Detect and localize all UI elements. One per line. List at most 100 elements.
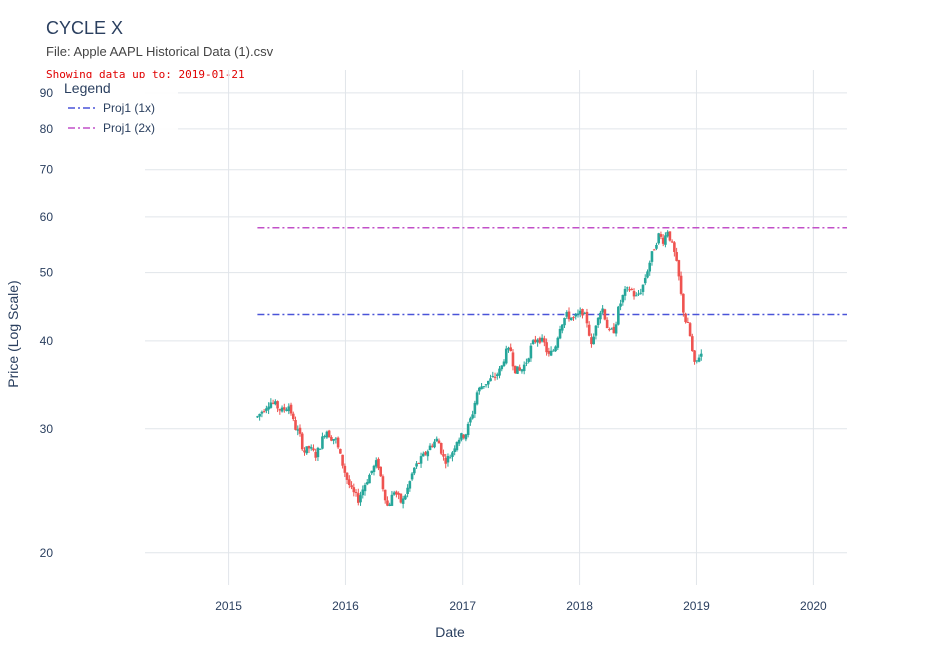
candle-body: [695, 360, 699, 362]
candle-body: [291, 413, 295, 420]
candle-body: [330, 437, 333, 441]
candle-body: [623, 288, 627, 296]
candle: [274, 399, 277, 406]
candle: [594, 325, 598, 340]
candle-body: [675, 252, 678, 261]
candle: [646, 269, 649, 279]
legend[interactable]: Legend Proj1 (1x) Proj1 (2x): [60, 78, 178, 140]
candle: [699, 349, 703, 361]
candle: [504, 345, 508, 365]
candle: [433, 439, 436, 449]
candle: [390, 490, 394, 507]
candle: [256, 415, 259, 418]
candle: [354, 489, 358, 497]
candle-body: [608, 329, 611, 331]
candle: [464, 433, 468, 442]
candle: [428, 443, 432, 451]
candle: [294, 416, 297, 431]
candle-body: [534, 339, 537, 343]
legend-item-proj1-2x[interactable]: Proj1 (2x): [68, 121, 155, 135]
candle: [543, 335, 546, 347]
candle: [321, 432, 324, 450]
candle: [417, 462, 421, 464]
candle: [451, 450, 454, 462]
candle: [305, 446, 309, 455]
candle: [518, 364, 521, 372]
candle: [415, 460, 418, 469]
candle: [442, 449, 445, 461]
candle-body: [565, 312, 569, 317]
candle-body: [699, 353, 703, 357]
candle-body: [502, 361, 506, 366]
candle: [513, 365, 517, 374]
candle: [619, 299, 622, 311]
candle: [682, 293, 685, 317]
candle-body: [592, 336, 595, 345]
candle-body: [527, 358, 530, 362]
legend-item-proj1-1x[interactable]: Proj1 (1x): [68, 101, 155, 115]
candle-body: [410, 473, 414, 480]
candle: [374, 457, 378, 469]
candle: [392, 490, 396, 496]
candle: [632, 288, 636, 300]
candle-body: [267, 406, 270, 410]
candle-body: [536, 339, 539, 343]
candle-body: [574, 314, 578, 317]
candle-body: [442, 453, 445, 457]
candle-body: [419, 456, 423, 464]
candle-body: [560, 324, 564, 331]
candle-body: [386, 500, 389, 506]
candle: [695, 360, 699, 364]
candle-body: [397, 493, 400, 495]
candle-body: [415, 463, 418, 467]
candle-body: [545, 342, 548, 353]
candle-body: [612, 326, 616, 334]
candle: [493, 372, 497, 381]
candle-body: [406, 487, 409, 495]
candle-body: [507, 347, 510, 350]
candle-body: [664, 235, 667, 245]
candle-body: [567, 311, 571, 320]
candle: [388, 502, 391, 507]
candle: [498, 365, 501, 379]
candle: [379, 466, 383, 477]
candle: [287, 403, 291, 415]
candle-body: [401, 498, 405, 504]
candle-body: [590, 337, 593, 345]
candle-body: [516, 366, 519, 374]
candle: [350, 481, 353, 490]
candle-body: [343, 465, 347, 473]
candle-body: [381, 476, 385, 490]
candle-body: [543, 338, 546, 343]
candle: [363, 482, 367, 496]
candle: [650, 251, 654, 266]
candle: [527, 357, 530, 364]
projection-lines: [257, 227, 847, 316]
candle-body: [576, 313, 580, 315]
candle-body: [637, 293, 640, 295]
candle-body: [392, 492, 396, 495]
candle: [267, 402, 270, 414]
candle: [626, 286, 629, 292]
candle-body: [305, 446, 309, 454]
candle-body: [359, 495, 362, 503]
candle: [511, 349, 515, 371]
candle-body: [578, 310, 582, 314]
candle-body: [652, 249, 656, 251]
candle-body: [684, 313, 687, 323]
candle-body: [666, 231, 669, 237]
candle: [475, 390, 479, 406]
x-tick-label-2015: 2015: [215, 599, 242, 613]
candle: [578, 307, 582, 318]
candle: [439, 442, 443, 456]
candle: [657, 232, 660, 245]
candle-body: [316, 447, 320, 458]
candle: [448, 454, 452, 459]
candle-body: [466, 423, 470, 436]
x-tick-label-2016: 2016: [332, 599, 359, 613]
candle: [529, 343, 533, 362]
candle: [372, 464, 376, 476]
candle-body: [283, 407, 286, 410]
candle: [397, 491, 400, 500]
candle: [453, 445, 456, 456]
